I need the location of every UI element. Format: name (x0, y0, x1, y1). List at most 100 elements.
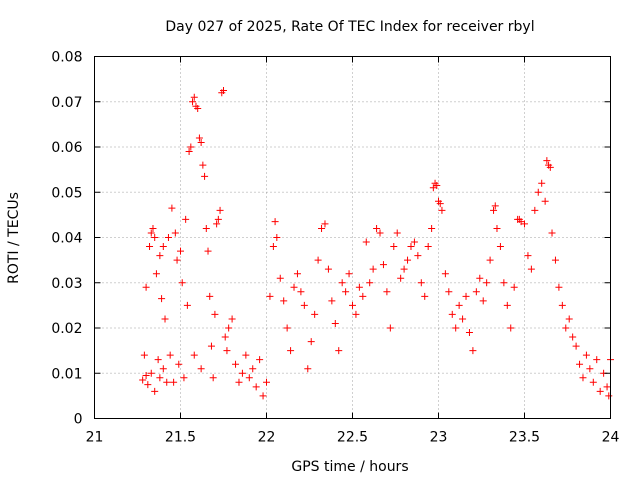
data-point (232, 360, 240, 368)
data-point (551, 256, 559, 264)
data-point (318, 224, 326, 232)
data-point (390, 243, 398, 251)
y-tick-label: 0.03 (51, 276, 82, 292)
x-tick-label: 21.5 (165, 430, 196, 446)
y-tick-label: 0.04 (51, 231, 82, 247)
data-point (493, 224, 501, 232)
data-point (280, 297, 288, 305)
data-point (507, 324, 515, 332)
data-point (225, 324, 233, 332)
data-point (166, 351, 174, 359)
x-tick-label: 22 (258, 430, 276, 446)
y-axis-label: ROTI / TECUs (6, 192, 22, 284)
data-point (177, 247, 184, 255)
data-point (582, 351, 590, 359)
data-point (593, 356, 601, 364)
data-point (490, 206, 498, 214)
data-point (146, 243, 154, 251)
data-point (324, 265, 332, 273)
data-point (486, 256, 494, 264)
data-point (152, 270, 160, 278)
y-tick-label: 0.02 (51, 321, 82, 337)
data-point (173, 256, 181, 264)
x-tick-label: 24 (602, 430, 620, 446)
data-point (491, 202, 499, 210)
data-point (271, 218, 279, 226)
data-point (459, 315, 467, 323)
data-point (383, 288, 391, 296)
data-point (472, 288, 480, 296)
data-point (151, 234, 159, 241)
y-tick-label: 0.06 (51, 140, 82, 156)
data-point (293, 270, 301, 278)
data-point (214, 215, 222, 223)
data-point (156, 374, 164, 382)
data-point (500, 279, 508, 287)
data-point (342, 288, 350, 296)
data-point (209, 374, 217, 382)
axis-ticks: 21 21.5 22 22.5 23 23.5 24 0 0.01 0.02 0.03 0.04 0.0… (51, 50, 619, 446)
data-point (168, 204, 176, 212)
data-point (438, 206, 446, 214)
data-point (154, 356, 162, 364)
data-point (273, 234, 281, 241)
data-point (190, 351, 198, 359)
data-point (283, 324, 291, 332)
data-point (393, 229, 401, 237)
data-point (213, 220, 221, 228)
data-point (433, 181, 441, 189)
data-point (362, 238, 370, 246)
data-point (352, 310, 360, 318)
data-point (524, 252, 532, 260)
data-point (204, 247, 212, 255)
data-point (163, 378, 171, 386)
data-point (171, 229, 179, 237)
data-point (569, 333, 577, 341)
data-point (496, 243, 504, 251)
data-point (355, 283, 363, 291)
data-point (182, 215, 190, 223)
data-point (558, 301, 566, 309)
data-point (534, 188, 542, 196)
data-point (202, 224, 210, 232)
data-point (158, 295, 166, 303)
data-point (541, 197, 549, 205)
data-point (269, 243, 277, 251)
data-point (436, 200, 444, 208)
data-point (238, 369, 246, 377)
data-point (314, 256, 322, 264)
data-point (235, 378, 243, 386)
data-point (605, 392, 613, 400)
data-point (183, 301, 191, 309)
data-point (417, 279, 425, 287)
data-point (531, 206, 539, 214)
data-point (586, 365, 594, 373)
data-point (543, 157, 551, 165)
x-tick-label: 23.5 (509, 430, 540, 446)
data-point (206, 292, 214, 300)
data-point (510, 283, 518, 291)
data-point (538, 179, 546, 187)
data-point (195, 134, 203, 142)
data-point (546, 163, 554, 171)
data-point (407, 243, 415, 251)
data-point (349, 301, 356, 309)
data-point (201, 172, 209, 180)
data-point (311, 310, 319, 318)
data-point (572, 342, 580, 350)
data-point (300, 301, 308, 309)
data-point (249, 365, 257, 373)
data-point (144, 381, 152, 389)
data-point (359, 292, 367, 300)
data-point (521, 220, 528, 228)
data-point (228, 315, 236, 323)
data-point (187, 143, 195, 151)
data-point (503, 301, 511, 309)
x-tick-label: 22.5 (337, 430, 368, 446)
data-point (576, 360, 584, 368)
data-point (410, 238, 418, 246)
data-point (335, 347, 343, 355)
data-point (139, 376, 147, 384)
chart-title: Day 027 of 2025, Rate Of TEC Index for r… (165, 19, 534, 35)
data-point (252, 383, 260, 391)
